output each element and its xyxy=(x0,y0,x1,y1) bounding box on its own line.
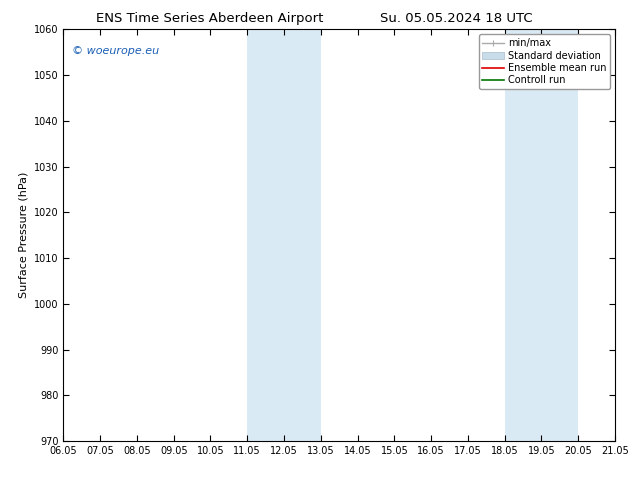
Text: Su. 05.05.2024 18 UTC: Su. 05.05.2024 18 UTC xyxy=(380,12,533,25)
Text: © woeurope.eu: © woeurope.eu xyxy=(72,46,158,56)
Legend: min/max, Standard deviation, Ensemble mean run, Controll run: min/max, Standard deviation, Ensemble me… xyxy=(479,34,610,89)
Text: ENS Time Series Aberdeen Airport: ENS Time Series Aberdeen Airport xyxy=(96,12,323,25)
Y-axis label: Surface Pressure (hPa): Surface Pressure (hPa) xyxy=(18,172,29,298)
Bar xyxy=(505,29,578,441)
Bar xyxy=(247,29,321,441)
